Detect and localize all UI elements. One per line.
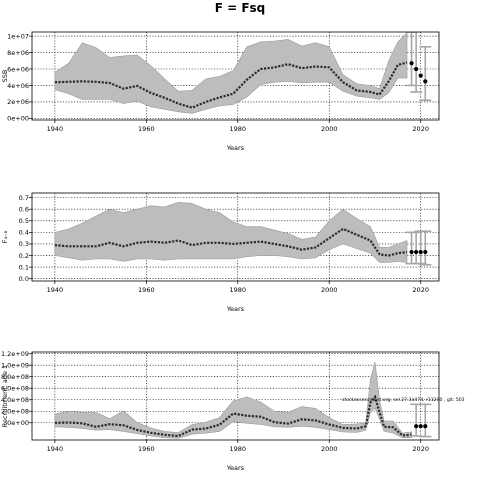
f-projection-point-3 (423, 249, 428, 255)
ssb-confidence-band (54, 32, 408, 114)
ssb-plot-area (54, 32, 432, 114)
ssb-ytick-label-4: 8e+06 (7, 49, 29, 57)
f-xtick-label-2: 1980 (230, 286, 247, 294)
recruitment-projection-point-1 (418, 424, 423, 429)
ssb-projection-point-1 (414, 66, 419, 72)
f-ytick-label-6: 0.6 (19, 206, 29, 214)
recruitment-xtick-label-3: 2000 (321, 445, 338, 453)
ssb-xtick-label-3: 2000 (321, 125, 338, 133)
ssb-axes-frame (31, 31, 440, 121)
f-ytick-label-7: 0.7 (19, 194, 29, 202)
ssb-y-axis-label: SSB (1, 70, 9, 83)
f-y-axis-label: F₄₋₈ (1, 230, 9, 243)
ssb-projection-point-0 (409, 61, 414, 66)
f-ytick-label-4: 0.4 (19, 229, 29, 237)
recruitment-ytick-label-0: .0e+00 (5, 419, 29, 427)
recruitment-xtick-label-4: 2020 (412, 445, 429, 453)
ssb-xtick-label-1: 1960 (138, 125, 155, 133)
figure-title: F = Fsq (215, 1, 266, 15)
recruitment-ytick-label-1: 2.0e+08 (1, 408, 29, 416)
ssb-projection-point-3 (423, 79, 428, 84)
recruitment-xtick-label-0: 1940 (47, 445, 64, 453)
fishing-mortality-panel: 1940 1960 1980 2000 2020 0.0 0.1 0.2 0.3 0.4 0.5 0.… (1, 192, 440, 313)
ssb-x-axis-label: Years (226, 144, 245, 152)
f-ytick-label-5: 0.5 (19, 217, 29, 225)
f-median-line (54, 227, 408, 257)
ssb-ytick-label-1: 2e+06 (7, 98, 29, 106)
f-projection-point-1 (414, 249, 419, 255)
f-projection-point-2 (418, 249, 423, 255)
recruitment-projection-point-0 (414, 424, 419, 429)
recruitment-ytick-label-4: 8.0e+08 (1, 373, 29, 381)
recruitment-plot-area (54, 361, 432, 439)
f-projection-point-0 (409, 249, 414, 255)
recruitment-xtick-label-1: 1960 (138, 445, 155, 453)
recruitment-median-line (54, 394, 412, 438)
recruitment-panel: 1940 1960 1980 2000 2020 .0e+00 2.0e+08 4.0e+08… (1, 350, 465, 472)
f-ytick-label-0: 0.0 (19, 275, 29, 283)
recruitment-confidence-band (54, 361, 412, 439)
f-ytick-label-3: 0.3 (19, 240, 29, 248)
recruitment-axes-frame (31, 351, 440, 441)
recruitment-x-axis-label: Years (226, 464, 245, 472)
ssb-xtick-label-4: 2020 (412, 125, 429, 133)
f-ytick-label-2: 0.2 (19, 252, 29, 260)
ssb-projection-point-2 (418, 73, 423, 78)
ssb-panel: 1940 1960 1980 2000 2020 0e+00 2e+06 4e+06 6e+06… (1, 31, 440, 152)
f-x-axis-label: Years (226, 305, 245, 313)
ssb-xtick-label-2: 1980 (230, 125, 247, 133)
recruitment-ytick-label-2: 4.0e+08 (1, 396, 29, 404)
recruitment-projection-point-2 (423, 424, 428, 429)
f-confidence-band (54, 201, 408, 263)
recruitment-xtick-label-2: 1980 (230, 445, 247, 453)
recruitment-ytick-label-3: 6.0e+08 (1, 385, 29, 393)
ssb-median-line (54, 61, 408, 109)
ssb-ytick-label-3: 6e+06 (7, 65, 29, 73)
ssb-ytick-label-5: 1e+07 (7, 32, 29, 40)
f-ytick-label-1: 0.1 (19, 263, 29, 271)
f-axes-frame (31, 192, 440, 282)
f-xtick-label-0: 1940 (47, 286, 64, 294)
ssb-xtick-label-0: 1940 (47, 125, 64, 133)
recruitment-source-annotation: stockassessment.org, sel.27.3a47d, r1120… (342, 397, 465, 403)
recruitment-ytick-label-6: 1.2e+09 (1, 350, 29, 358)
f-xtick-label-4: 2020 (412, 286, 429, 294)
recruitment-y-axis-label: Recruitment, age 1 (1, 365, 9, 427)
f-plot-area (54, 201, 432, 266)
f-xtick-label-1: 1960 (138, 286, 155, 294)
recruitment-ytick-label-5: 1.0e+09 (1, 362, 29, 370)
ssb-ytick-label-0: 0e+00 (7, 115, 29, 123)
f-xtick-label-3: 2000 (321, 286, 338, 294)
ssb-ytick-label-2: 4e+06 (7, 82, 29, 90)
